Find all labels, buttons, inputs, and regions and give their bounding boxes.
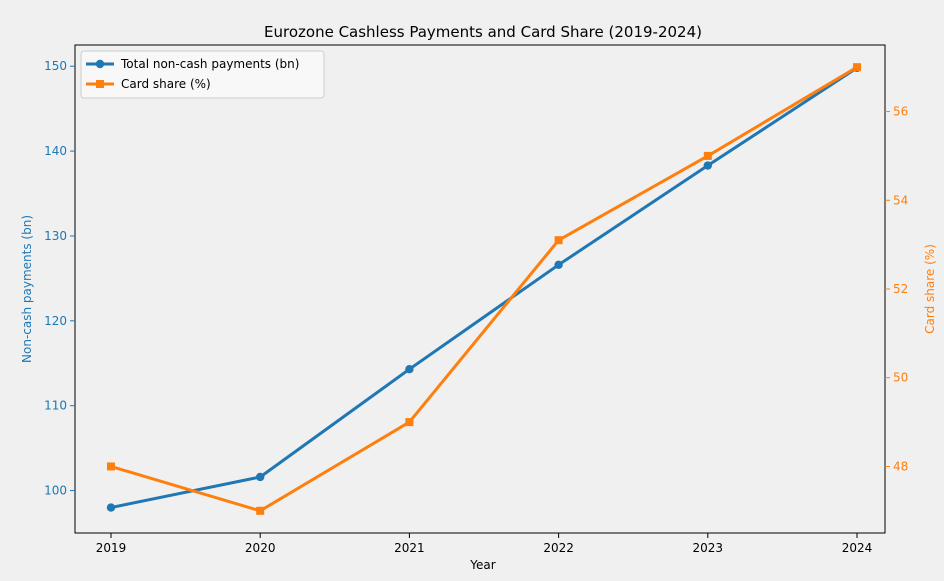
data-point-circle xyxy=(405,365,414,374)
y-left-tick-label: 150 xyxy=(44,59,67,73)
chart-title: Eurozone Cashless Payments and Card Shar… xyxy=(264,23,702,41)
data-point-square xyxy=(554,236,563,245)
x-tick-label: 2023 xyxy=(693,541,724,555)
y-left-tick-label: 120 xyxy=(44,314,67,328)
y-left-tick-label: 100 xyxy=(44,484,67,498)
y-axis-right: 48 50 52 54 56 xyxy=(885,105,908,473)
series-line xyxy=(110,65,858,513)
legend-marker-square xyxy=(96,80,104,88)
x-axis: 2019 2020 2021 2022 2023 2024 xyxy=(96,533,873,555)
y-axis-right-label: Card share (%) xyxy=(923,244,937,334)
legend-marker-circle xyxy=(95,59,105,69)
series-layer xyxy=(106,63,862,515)
series-1 xyxy=(106,63,862,512)
series-line xyxy=(110,66,858,510)
y-left-tick-label: 110 xyxy=(44,399,67,413)
data-point-square xyxy=(703,151,712,160)
data-point-circle xyxy=(554,260,563,270)
series-2 xyxy=(107,63,861,515)
y-axis-left-label: Non-cash payments (bn) xyxy=(20,215,34,363)
y-right-tick-label: 52 xyxy=(893,282,908,296)
x-tick-label: 2024 xyxy=(842,541,873,555)
legend-label: Card share (%) xyxy=(121,77,211,91)
y-axis-left: 100 110 120 130 140 150 xyxy=(44,59,75,498)
y-left-tick-label: 130 xyxy=(44,229,67,243)
x-axis-label: Year xyxy=(469,558,495,572)
y-right-tick-label: 54 xyxy=(893,193,908,207)
data-point-square xyxy=(853,63,861,72)
x-tick-label: 2021 xyxy=(394,541,425,555)
x-tick-label: 2022 xyxy=(543,541,574,555)
legend: Total non-cash payments (bn) Card share (… xyxy=(80,50,325,99)
y-right-tick-label: 50 xyxy=(893,371,908,385)
plot-frame xyxy=(74,44,886,534)
legend-label: Total non-cash payments (bn) xyxy=(120,57,299,71)
data-point-square xyxy=(256,506,265,515)
y-right-tick-label: 48 xyxy=(893,459,908,473)
y-left-tick-label: 140 xyxy=(44,144,67,158)
data-point-square xyxy=(405,418,414,427)
legend-box xyxy=(80,50,325,99)
data-point-square xyxy=(107,462,115,471)
data-point-circle xyxy=(256,472,265,482)
y-right-tick-label: 56 xyxy=(893,105,908,119)
x-tick-label: 2019 xyxy=(96,541,127,555)
plot-area xyxy=(74,44,886,534)
data-point-circle xyxy=(106,503,116,512)
data-point-circle xyxy=(703,161,712,170)
x-tick-label: 2020 xyxy=(245,541,276,555)
